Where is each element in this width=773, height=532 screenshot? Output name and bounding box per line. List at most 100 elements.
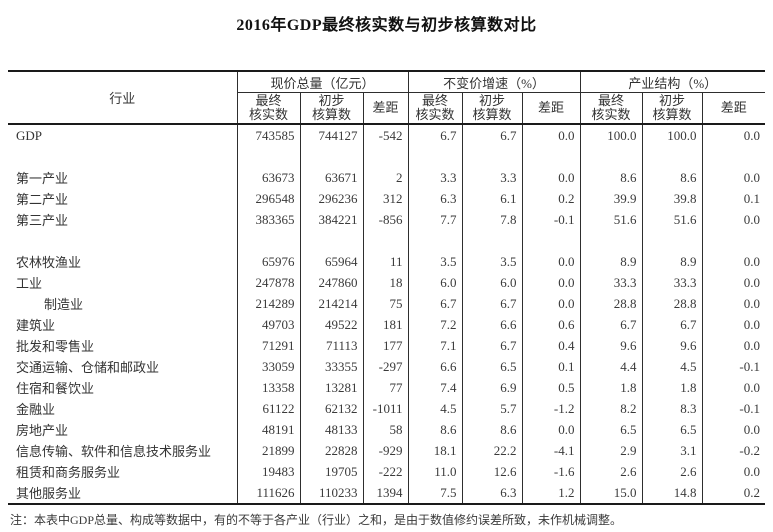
value-cell: 6.0 [461,272,523,293]
value-cell: 214289 [236,293,300,314]
value-cell: 110233 [299,482,363,504]
value-cell [579,146,643,167]
value-cell: 6.7 [407,124,463,146]
value-cell: 4.5 [407,398,463,419]
row-label: 住宿和餐饮业 [16,381,95,396]
col-header-final-verified-2: 最终 核实数 [407,92,463,125]
value-cell: 0.1 [701,188,766,209]
value-cell: 1.8 [579,377,643,398]
group-header-row: 行业 现价总量（亿元） 不变价增速（%） 产业结构（%） [8,71,766,125]
value-cell [461,146,523,167]
value-cell: 33.3 [641,272,703,293]
value-cell: 15.0 [579,482,643,504]
row-label: 交通运输、仓储和邮政业 [16,360,160,375]
value-cell [521,146,581,167]
value-cell: 6.6 [461,314,523,335]
value-cell: -1.2 [521,398,581,419]
value-cell: 0.4 [521,335,581,356]
value-cell: 6.7 [579,314,643,335]
value-cell: 0.0 [521,167,581,188]
value-cell: 0.0 [701,314,766,335]
col-header-gap-3: 差距 [701,92,766,125]
row-label: 第一产业 [16,171,69,186]
value-cell: -0.1 [701,356,766,377]
value-cell: 13281 [299,377,363,398]
value-cell: 8.6 [461,419,523,440]
spacer-row [8,146,766,167]
value-cell: 21899 [236,440,300,461]
row-label: 农林牧渔业 [16,255,82,270]
value-cell: 0.0 [701,293,766,314]
value-cell: 0.0 [521,124,581,146]
value-cell [236,230,300,251]
row-label: 批发和零售业 [16,339,95,354]
value-cell [236,146,300,167]
value-cell [407,146,463,167]
table-header: 行业 现价总量（亿元） 不变价增速（%） 产业结构（%） 最终 核实数 初步 核… [8,71,766,125]
value-cell: -929 [362,440,409,461]
value-cell: 62132 [299,398,363,419]
value-cell: 71113 [299,335,363,356]
value-cell: 6.5 [641,419,703,440]
col-header-final-verified-3: 最终 核实数 [579,92,643,125]
value-cell [299,230,363,251]
value-cell: 4.5 [641,356,703,377]
value-cell: 247860 [299,272,363,293]
value-cell: 49522 [299,314,363,335]
value-cell: 2 [362,167,409,188]
col-group-current-price-total: 现价总量（亿元） [236,71,409,93]
value-cell: 18.1 [407,440,463,461]
value-cell: 0.0 [701,167,766,188]
value-cell: 0.0 [701,419,766,440]
table-row: 其他服务业 111626 110233 1394 7.5 6.3 1.2 15.0 14.8 0.… [8,482,766,504]
table-row: GDP 743585 744127 -542 6.7 6.7 0.0 100.0 100.0 0.… [8,124,766,146]
value-cell: 22828 [299,440,363,461]
value-cell: 65976 [236,251,300,272]
value-cell [641,230,703,251]
value-cell: 51.6 [641,209,703,230]
value-cell: 48133 [299,419,363,440]
table-row: 制造业 214289 214214 75 6.7 6.7 0.0 28.8 28.8 0.0 [8,293,766,314]
value-cell: 7.5 [407,482,463,504]
value-cell: 13358 [236,377,300,398]
value-cell: -0.1 [521,209,581,230]
col-header-industry: 行业 [8,71,237,125]
table-row: 第二产业 296548 296236 312 6.3 6.1 0.2 39.9 39.8 0.1 [8,188,766,209]
value-cell: 6.3 [461,482,523,504]
sub-header-row: 最终 核实数 初步 核算数 差距 最终 核实数 初步 核算数 差距 最终 核实数… [8,92,766,125]
value-cell: 11 [362,251,409,272]
value-cell: 18 [362,272,409,293]
value-cell: 8.6 [579,167,643,188]
table-row: 金融业 61122 62132 -1011 4.5 5.7 -1.2 8.2 8.3 -0.1 [8,398,766,419]
value-cell: 296236 [299,188,363,209]
value-cell: -542 [362,124,409,146]
value-cell: 0.0 [701,377,766,398]
value-cell: 7.8 [461,209,523,230]
col-header-preliminary-3: 初步 核算数 [641,92,703,125]
value-cell: 3.3 [461,167,523,188]
value-cell: 0.0 [701,209,766,230]
value-cell: 3.5 [407,251,463,272]
table-row: 批发和零售业 71291 71113 177 7.1 6.7 0.4 9.6 9.6 0.0 [8,335,766,356]
value-cell: 2.6 [641,461,703,482]
table-row: 住宿和餐饮业 13358 13281 77 7.4 6.9 0.5 1.8 1.8 0.0 [8,377,766,398]
value-cell: 7.1 [407,335,463,356]
value-cell: 3.1 [641,440,703,461]
value-cell [362,230,409,251]
value-cell: 9.6 [641,335,703,356]
value-cell: 39.8 [641,188,703,209]
value-cell: -222 [362,461,409,482]
value-cell: 65964 [299,251,363,272]
value-cell: 0.2 [701,482,766,504]
value-cell: 1.2 [521,482,581,504]
value-cell: 8.9 [641,251,703,272]
value-cell [407,230,463,251]
value-cell [362,146,409,167]
value-cell: 296548 [236,188,300,209]
value-cell [579,230,643,251]
value-cell: 33059 [236,356,300,377]
table-body: GDP 743585 744127 -542 6.7 6.7 0.0 100.0 100.0 0.… [8,124,766,504]
value-cell: 77 [362,377,409,398]
value-cell: 49703 [236,314,300,335]
col-header-gap-2: 差距 [521,92,581,125]
